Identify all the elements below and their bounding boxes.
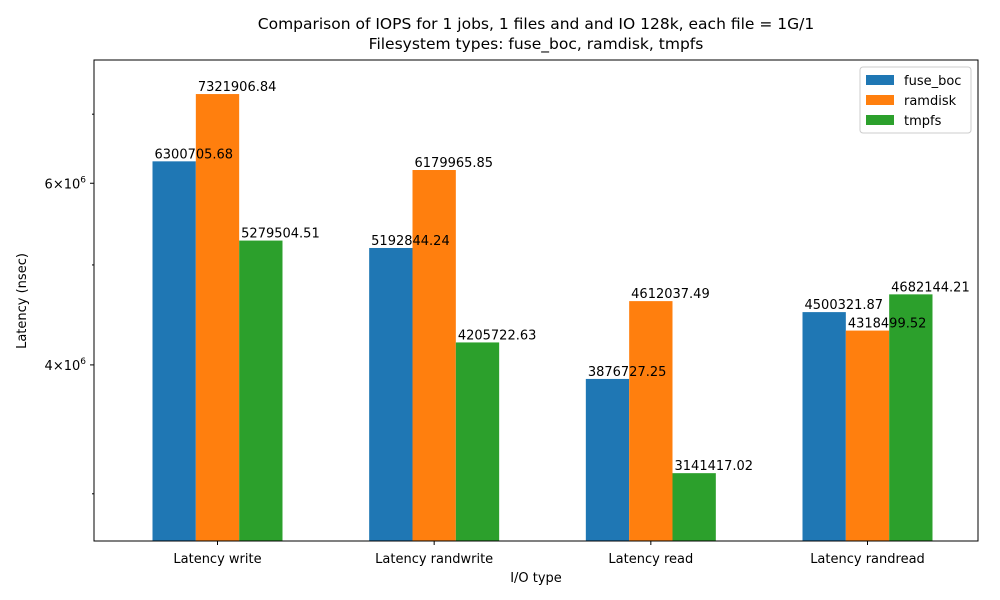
data-label-ramdisk-2: 4612037.49	[631, 287, 710, 302]
bar-tmpfs-2	[672, 473, 716, 541]
y-tick-label: 4×106	[45, 357, 87, 374]
legend-swatch-ramdisk	[866, 95, 894, 105]
x-tick-label: Latency write	[173, 552, 261, 567]
bar-fuse_boc-2	[585, 378, 630, 541]
data-labels-group: 6300705.68 7321906.84 5279504.51 5192844.24…	[155, 80, 970, 474]
data-label-fuse_boc-0: 6300705.68	[155, 147, 234, 162]
bar-fuse_boc-0	[152, 161, 196, 541]
data-label-ramdisk-1: 6179965.85	[415, 156, 494, 171]
y-tick-label: 6×106	[45, 175, 87, 192]
bar-tmpfs-3	[889, 294, 933, 541]
legend-label-fuse_boc: fuse_boc	[904, 74, 961, 89]
bar-tmpfs-1	[455, 342, 500, 541]
x-tick-label: Latency randread	[810, 552, 925, 567]
bar-ramdisk-3	[845, 330, 890, 541]
x-tick-label: Latency randwrite	[375, 552, 493, 567]
y-axis-label: Latency (nsec)	[15, 253, 30, 349]
data-label-fuse_boc-2: 3876727.25	[588, 365, 667, 380]
chart-subtitle: Filesystem types: fuse_boc, ramdisk, tmp…	[369, 35, 704, 54]
bar-ramdisk-2	[629, 301, 673, 541]
bar-fuse_boc-3	[802, 312, 846, 541]
bars-group	[152, 94, 933, 542]
legend-label-tmpfs: tmpfs	[904, 114, 942, 129]
legend-swatch-tmpfs	[866, 115, 894, 125]
chart-title: Comparison of IOPS for 1 jobs, 1 files a…	[258, 15, 814, 33]
data-label-ramdisk-0: 7321906.84	[198, 80, 277, 95]
bar-tmpfs-0	[239, 240, 283, 541]
data-label-tmpfs-3: 4682144.21	[891, 280, 970, 295]
x-axis-label: I/O type	[510, 571, 562, 586]
data-label-tmpfs-1: 4205722.63	[458, 328, 537, 343]
x-axis-ticks: Latency write Latency randwrite Latency re…	[173, 541, 925, 567]
x-tick-label: Latency read	[608, 552, 693, 567]
data-label-fuse_boc-1: 5192844.24	[371, 234, 450, 249]
data-label-ramdisk-3: 4318499.52	[848, 317, 927, 332]
bar-ramdisk-1	[412, 170, 456, 541]
data-label-tmpfs-0: 5279504.51	[241, 227, 320, 242]
legend-swatch-fuse_boc	[866, 75, 894, 85]
data-label-tmpfs-2: 3141417.02	[675, 459, 754, 474]
data-label-fuse_boc-3: 4500321.87	[805, 298, 884, 313]
y-axis-ticks: 4×106 6×106	[45, 113, 94, 495]
legend-label-ramdisk: ramdisk	[904, 94, 957, 109]
bar-ramdisk-0	[195, 94, 240, 542]
bar-fuse_boc-1	[369, 247, 413, 542]
plot-frame	[93, 59, 979, 542]
